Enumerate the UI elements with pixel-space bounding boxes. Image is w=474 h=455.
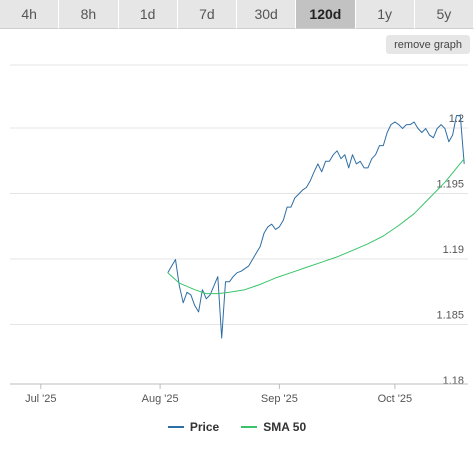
y-tick-label: 1.19 <box>443 244 464 256</box>
tab-4h[interactable]: 4h <box>0 0 60 29</box>
legend-item-sma[interactable]: SMA 50 <box>241 420 306 434</box>
tab-120d[interactable]: 120d <box>296 0 356 29</box>
tab-8h[interactable]: 8h <box>59 0 119 29</box>
tab-30d[interactable]: 30d <box>237 0 297 29</box>
x-tick-label: Oct '25 <box>378 393 413 405</box>
sma-50-line <box>167 158 465 295</box>
tab-1y[interactable]: 1y <box>355 0 415 29</box>
x-tick-label: Aug '25 <box>142 393 179 405</box>
price-line <box>167 115 465 339</box>
y-tick-label: 1.2 <box>449 113 464 125</box>
y-tick-label: 1.185 <box>436 310 464 322</box>
legend-label-price: Price <box>189 420 220 434</box>
legend-label-sma: SMA 50 <box>263 420 307 434</box>
grid-lines <box>10 64 468 325</box>
tab-1d[interactable]: 1d <box>118 0 178 29</box>
y-axis-labels: 1.18 1.185 1.19 1.195 1.2 <box>436 113 464 387</box>
legend: Price SMA 50 <box>0 420 474 434</box>
x-tick-label: Sep '25 <box>261 393 298 405</box>
remove-graph-button[interactable]: remove graph <box>386 35 470 54</box>
x-axis-labels: Jul '25 Aug '25 Sep '25 Oct '25 <box>25 384 412 405</box>
legend-item-price[interactable]: Price <box>167 420 220 434</box>
series-lines <box>167 115 465 339</box>
tab-7d[interactable]: 7d <box>177 0 237 29</box>
y-tick-label: 1.18 <box>443 375 464 387</box>
time-range-tabs: 4h 8h 1d 7d 30d 120d 1y 5y <box>0 0 474 30</box>
legend-swatch-price <box>167 426 184 428</box>
tab-5y[interactable]: 5y <box>414 0 474 29</box>
y-tick-label: 1.195 <box>436 179 464 191</box>
legend-swatch-sma <box>241 426 258 428</box>
x-tick-label: Jul '25 <box>25 393 56 405</box>
